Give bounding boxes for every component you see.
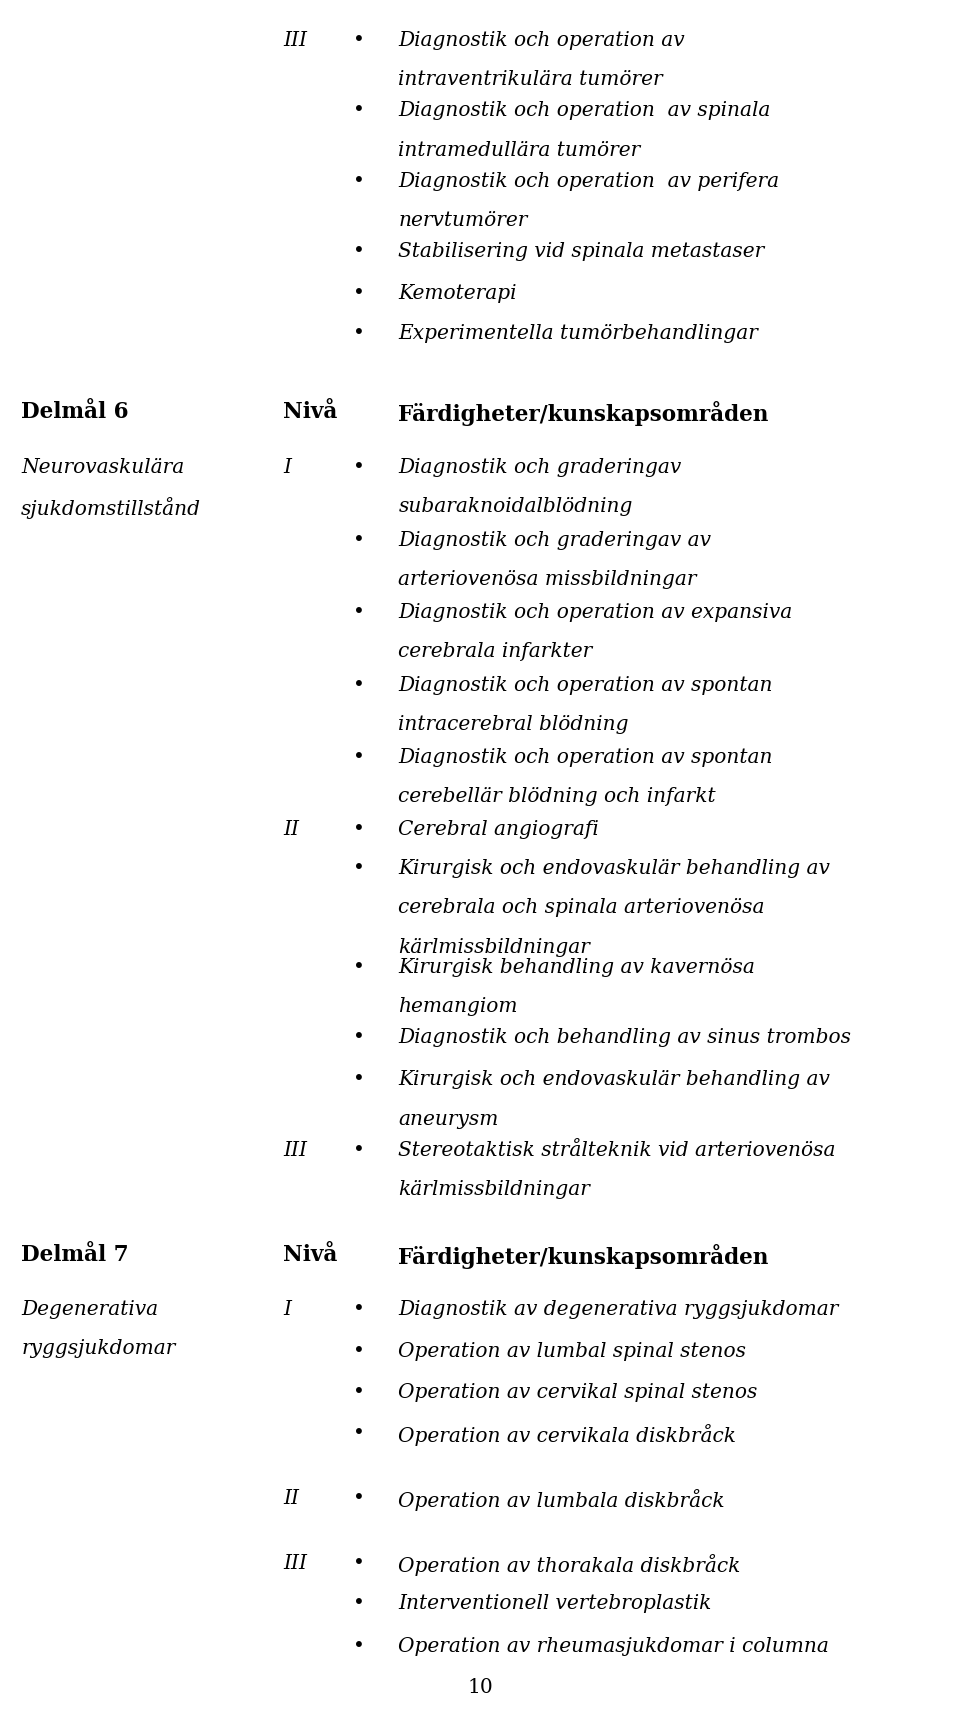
Text: Diagnostik och behandling av sinus trombos: Diagnostik och behandling av sinus tromb… (398, 1027, 852, 1046)
Text: Experimentella tumörbehandlingar: Experimentella tumörbehandlingar (398, 323, 758, 342)
Text: •: • (353, 283, 365, 302)
Text: •: • (353, 1342, 365, 1361)
Text: Degenerativa: Degenerativa (21, 1301, 158, 1319)
Text: •: • (353, 1070, 365, 1089)
Text: •: • (353, 531, 365, 550)
Text: •: • (353, 1301, 365, 1319)
Text: Färdigheter/kunskapsområden: Färdigheter/kunskapsområden (398, 402, 769, 426)
Text: •: • (353, 1637, 365, 1656)
Text: Operation av lumbal spinal stenos: Operation av lumbal spinal stenos (398, 1342, 747, 1361)
Text: •: • (353, 957, 365, 976)
Text: Kirurgisk och endovaskulär behandling av: Kirurgisk och endovaskulär behandling av (398, 859, 830, 878)
Text: Kirurgisk behandling av kavernösa: Kirurgisk behandling av kavernösa (398, 957, 756, 976)
Text: •: • (353, 242, 365, 261)
Text: Operation av lumbala diskbråck: Operation av lumbala diskbråck (398, 1490, 725, 1510)
Text: III: III (283, 1553, 307, 1572)
Text: 10: 10 (468, 1678, 492, 1697)
Text: Operation av rheumasjukdomar i columna: Operation av rheumasjukdomar i columna (398, 1637, 829, 1656)
Text: Operation av cervikala diskbråck: Operation av cervikala diskbråck (398, 1424, 736, 1447)
Text: II: II (283, 1490, 300, 1508)
Text: Operation av cervikal spinal stenos: Operation av cervikal spinal stenos (398, 1383, 757, 1402)
Text: Diagnostik och operation  av perifera: Diagnostik och operation av perifera (398, 172, 780, 191)
Text: •: • (353, 1141, 365, 1160)
Text: •: • (353, 1424, 365, 1443)
Text: •: • (353, 859, 365, 878)
Text: arteriovenösa missbildningar: arteriovenösa missbildningar (398, 570, 697, 589)
Text: Färdigheter/kunskapsområden: Färdigheter/kunskapsområden (398, 1244, 769, 1268)
Text: •: • (353, 1553, 365, 1572)
Text: Nivå: Nivå (283, 402, 338, 423)
Text: intraventrikulära tumörer: intraventrikulära tumörer (398, 70, 663, 89)
Text: Stereotaktisk strålteknik vid arteriovenösa: Stereotaktisk strålteknik vid arterioven… (398, 1141, 836, 1160)
Text: Diagnostik och operation av spontan: Diagnostik och operation av spontan (398, 747, 773, 766)
Text: Diagnostik av degenerativa ryggsjukdomar: Diagnostik av degenerativa ryggsjukdomar (398, 1301, 839, 1319)
Text: Diagnostik och operation av expansiva: Diagnostik och operation av expansiva (398, 603, 793, 622)
Text: Diagnostik och operation av: Diagnostik och operation av (398, 31, 685, 50)
Text: nervtumörer: nervtumörer (398, 211, 528, 230)
Text: •: • (353, 1383, 365, 1402)
Text: cerebrala infarkter: cerebrala infarkter (398, 643, 592, 661)
Text: •: • (353, 1027, 365, 1046)
Text: Nivå: Nivå (283, 1244, 338, 1266)
Text: hemangiom: hemangiom (398, 996, 517, 1015)
Text: •: • (353, 172, 365, 191)
Text: Delmål 6: Delmål 6 (21, 402, 129, 423)
Text: Delmål 7: Delmål 7 (21, 1244, 129, 1266)
Text: Kemoterapi: Kemoterapi (398, 283, 516, 302)
Text: Diagnostik och operation  av spinala: Diagnostik och operation av spinala (398, 101, 771, 120)
Text: sjukdomstillstånd: sjukdomstillstånd (21, 497, 202, 519)
Text: Stabilisering vid spinala metastaser: Stabilisering vid spinala metastaser (398, 242, 765, 261)
Text: •: • (353, 1490, 365, 1508)
Text: intracerebral blödning: intracerebral blödning (398, 715, 629, 734)
Text: kärlmissbildningar: kärlmissbildningar (398, 938, 590, 957)
Text: cerebrala och spinala arteriovenösa: cerebrala och spinala arteriovenösa (398, 899, 765, 917)
Text: •: • (353, 747, 365, 766)
Text: III: III (283, 31, 307, 50)
Text: Interventionell vertebroplastik: Interventionell vertebroplastik (398, 1594, 711, 1613)
Text: intramedullära tumörer: intramedullära tumörer (398, 141, 640, 160)
Text: II: II (283, 819, 300, 838)
Text: I: I (283, 457, 291, 476)
Text: I: I (283, 1301, 291, 1319)
Text: III: III (283, 1141, 307, 1160)
Text: kärlmissbildningar: kärlmissbildningar (398, 1180, 590, 1199)
Text: ryggsjukdomar: ryggsjukdomar (21, 1340, 176, 1359)
Text: •: • (353, 457, 365, 476)
Text: •: • (353, 31, 365, 50)
Text: Diagnostik och graderingav: Diagnostik och graderingav (398, 457, 682, 476)
Text: •: • (353, 603, 365, 622)
Text: Diagnostik och graderingav av: Diagnostik och graderingav av (398, 531, 711, 550)
Text: •: • (353, 101, 365, 120)
Text: Diagnostik och operation av spontan: Diagnostik och operation av spontan (398, 675, 773, 694)
Text: Kirurgisk och endovaskulär behandling av: Kirurgisk och endovaskulär behandling av (398, 1070, 830, 1089)
Text: •: • (353, 819, 365, 838)
Text: •: • (353, 675, 365, 694)
Text: subaraknoidalblödning: subaraknoidalblödning (398, 497, 633, 515)
Text: aneurysm: aneurysm (398, 1110, 499, 1129)
Text: •: • (353, 323, 365, 342)
Text: Operation av thorakala diskbråck: Operation av thorakala diskbråck (398, 1553, 741, 1575)
Text: Cerebral angiografi: Cerebral angiografi (398, 819, 599, 838)
Text: Neurovaskulära: Neurovaskulära (21, 457, 184, 476)
Text: cerebellär blödning och infarkt: cerebellär blödning och infarkt (398, 787, 716, 806)
Text: •: • (353, 1594, 365, 1613)
